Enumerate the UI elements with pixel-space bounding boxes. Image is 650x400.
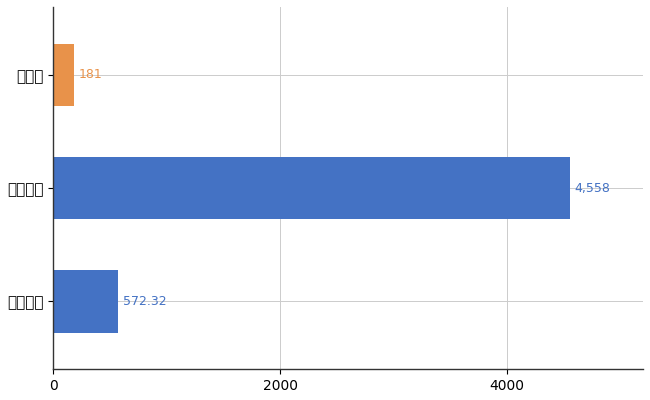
Bar bbox=[53, 44, 73, 106]
Text: 4,558: 4,558 bbox=[575, 182, 610, 195]
Bar bbox=[53, 270, 118, 332]
Text: 572.32: 572.32 bbox=[123, 295, 166, 308]
Bar bbox=[53, 157, 570, 219]
Text: 181: 181 bbox=[78, 68, 102, 81]
